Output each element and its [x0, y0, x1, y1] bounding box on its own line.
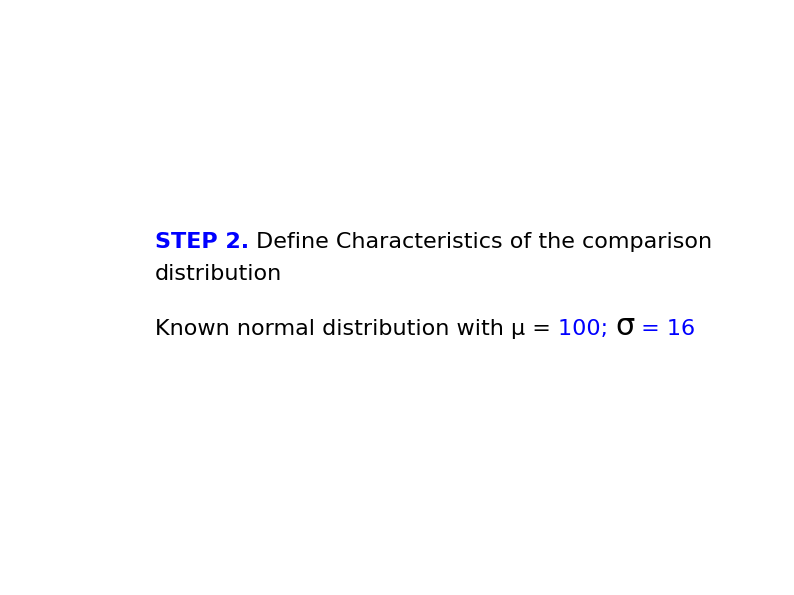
Text: Known normal distribution with μ =: Known normal distribution with μ = [155, 319, 557, 339]
Text: STEP 2.: STEP 2. [155, 232, 249, 252]
Text: Define Characteristics of the comparison: Define Characteristics of the comparison [249, 232, 712, 252]
Text: σ: σ [615, 312, 634, 341]
Text: = 16: = 16 [634, 319, 696, 339]
Text: 100;: 100; [557, 319, 615, 339]
Text: distribution: distribution [155, 264, 282, 284]
